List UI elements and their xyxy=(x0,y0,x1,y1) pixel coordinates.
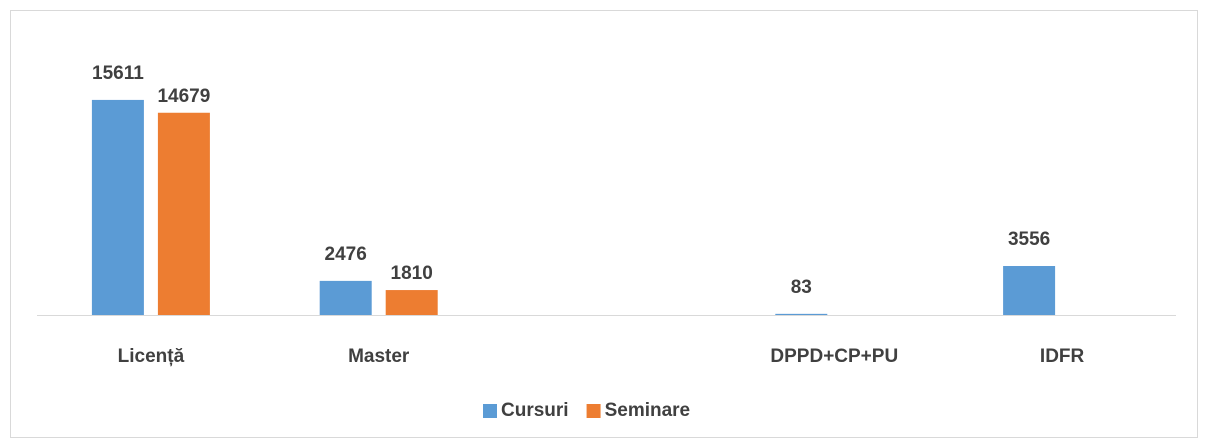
bar xyxy=(91,99,144,316)
x-tick-label: Licență xyxy=(118,346,185,367)
x-tick-label: Master xyxy=(348,346,410,367)
value-label: 2476 xyxy=(325,244,367,265)
value-label: 83 xyxy=(791,277,812,298)
x-tick-label: DPPD+CP+PU xyxy=(770,346,898,367)
bar xyxy=(1003,266,1056,315)
bar xyxy=(157,112,210,315)
legend-swatch xyxy=(586,404,601,418)
value-label: 14679 xyxy=(157,86,210,107)
legend-swatch xyxy=(483,404,497,418)
bar xyxy=(775,313,828,315)
x-tick-label: IDFR xyxy=(1040,346,1085,367)
legend-label: Seminare xyxy=(605,400,691,421)
value-label: 15611 xyxy=(92,63,144,84)
legend-label: Cursuri xyxy=(501,400,569,421)
bar xyxy=(385,290,438,315)
bar xyxy=(319,280,372,315)
value-label: 3556 xyxy=(1008,229,1050,250)
value-label: 1810 xyxy=(391,263,433,284)
